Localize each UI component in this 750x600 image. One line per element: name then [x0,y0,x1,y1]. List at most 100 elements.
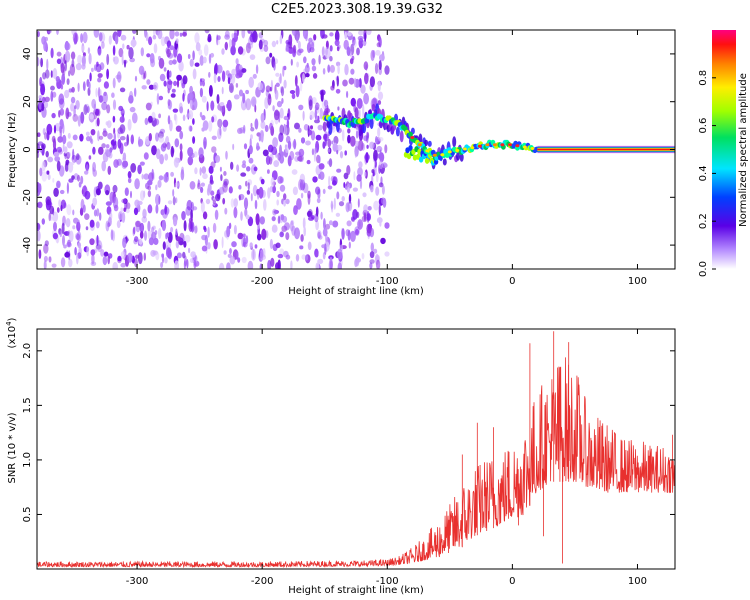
noise-speckle [217,118,223,128]
noise-speckle [295,85,300,98]
noise-speckle [53,151,60,158]
noise-speckle [65,218,71,228]
noise-speckle [296,198,302,210]
noise-speckle [298,179,304,191]
noise-speckle [158,175,164,181]
noise-speckle [347,200,353,212]
noise-speckle [321,46,325,57]
noise-speckle [290,260,293,269]
noise-speckle [71,86,75,93]
noise-speckle [84,213,90,221]
noise-speckle [241,30,246,39]
noise-speckle [152,84,157,90]
noise-speckle [96,117,100,127]
noise-speckle [59,125,62,134]
noise-speckle [59,230,63,238]
noise-speckle [204,30,210,34]
noise-speckle [151,226,155,234]
noise-speckle [284,222,290,231]
noise-speckle [254,244,258,249]
noise-speckle [233,224,237,235]
noise-speckle [208,53,212,64]
noise-speckle [102,91,108,104]
noise-speckle [272,137,278,148]
noise-speckle [68,178,74,183]
noise-speckle [373,200,379,211]
noise-speckle [363,92,369,105]
noise-speckle [362,39,367,47]
noise-speckle [235,72,242,79]
noise-speckle [179,149,183,161]
noise-speckle [380,176,383,185]
noise-speckle [113,159,119,168]
noise-speckle [375,186,380,196]
noise-speckle [199,87,203,98]
noise-speckle [316,197,321,204]
noise-speckle [159,73,166,82]
noise-speckle [71,59,75,68]
noise-speckle [134,199,140,208]
noise-speckle [112,77,116,89]
noise-speckle [315,262,320,269]
noise-speckle [293,138,297,150]
noise-speckle [157,30,163,40]
noise-speckle [228,186,233,194]
noise-speckle [78,246,82,256]
noise-speckle [337,64,340,75]
noise-speckle [249,33,256,43]
y-tick-label: 0.5 [22,507,33,523]
noise-speckle [251,248,256,261]
noise-speckle [224,207,228,215]
noise-speckle [135,254,140,259]
noise-speckle [166,172,169,177]
noise-speckle [348,241,351,249]
noise-speckle [91,67,94,72]
noise-speckle [198,147,204,159]
noise-speckle [265,56,271,65]
noise-speckle [76,153,80,161]
noise-speckle [377,100,382,105]
noise-speckle [312,73,318,79]
noise-speckle [243,197,249,210]
noise-speckle [357,219,363,230]
noise-speckle [182,75,188,85]
noise-speckle [276,190,280,198]
noise-speckle [118,105,124,112]
track-halo-blob [459,153,464,162]
noise-speckle [228,82,234,94]
noise-speckle [169,30,175,40]
noise-speckle [265,85,271,93]
noise-speckle [272,105,275,112]
noise-speckle [59,108,65,116]
noise-speckle [364,171,367,177]
noise-speckle [124,187,129,196]
noise-speckle [223,178,229,186]
noise-speckle [231,38,236,48]
noise-speckle [129,90,134,102]
noise-speckle [43,260,47,269]
noise-speckle [121,53,124,66]
track-hot-spot [447,150,452,154]
noise-speckle [126,44,130,50]
track-halo-blob [427,140,432,147]
noise-speckle [294,122,300,130]
noise-speckle [64,251,71,258]
noise-speckle [75,100,80,110]
noise-speckle [155,204,159,214]
noise-speckle [147,180,153,186]
noise-speckle [297,40,301,50]
noise-speckle [350,216,355,221]
noise-speckle [214,209,219,220]
track-hot-spot [485,143,490,147]
snr-panel: -300 -200 -100 0 100 0.5 1.0 1.5 2.0 Height of … [5,317,676,596]
colorbar-tick-label: 0.0 [698,261,709,277]
noise-speckle [226,225,231,238]
noise-speckle [129,106,136,113]
noise-speckle [285,254,291,260]
noise-speckle [294,75,298,87]
noise-speckle [155,132,159,142]
track-halo-blob [369,117,374,130]
noise-speckle [173,80,178,87]
noise-speckle [364,32,367,42]
noise-speckle [354,258,358,268]
